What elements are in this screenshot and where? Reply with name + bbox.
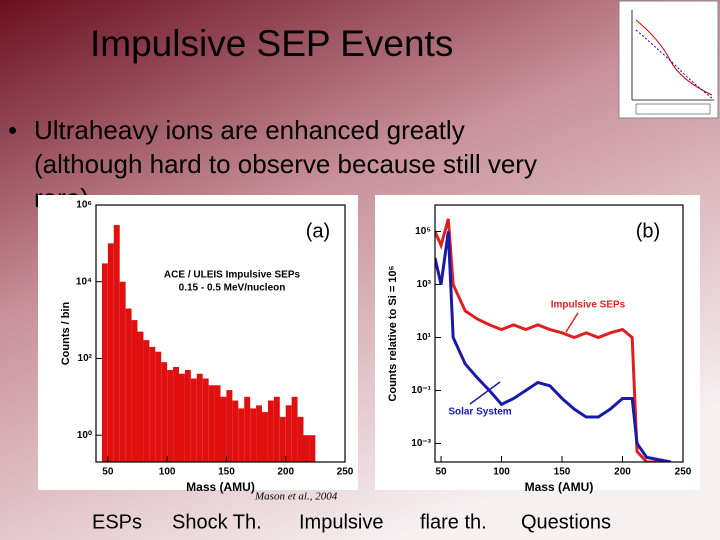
y-axis-label: Counts / bin [60,301,72,365]
y-tick-label: 10⁻¹ [411,385,431,396]
panel-label: (a) [306,220,330,242]
x-tick-label: 100 [493,467,510,478]
y-tick-label: 10³ [417,279,432,290]
bullet-line: Ultraheavy ions are enhanced greatly [34,115,465,145]
histogram-bar [303,435,310,462]
histogram-bar [101,263,108,462]
histogram-bar [155,351,162,462]
x-axis-label: Mass (AMU) [525,480,594,494]
histogram-bar [238,408,245,462]
annotation: ACE / ULEIS Impulsive SEPs [164,270,301,281]
histogram-bar [285,405,292,462]
x-tick-label: 250 [675,467,692,478]
bullet-mark: • [8,115,17,145]
figure-background [375,195,700,490]
title: Impulsive SEP Events [90,23,453,64]
histogram-bar [262,412,268,462]
histogram-bar [173,366,179,462]
y-axis-label: Counts relative to Si = 10⁶ [387,265,399,401]
histogram-bar [107,243,114,462]
panel-label: (b) [636,220,660,242]
histogram-bar [149,346,156,462]
histogram-bar [161,362,168,462]
citation: Mason et al., 2004 [254,491,338,503]
histogram-bar [167,370,174,462]
histogram-bar [267,400,274,462]
histogram-bar [297,416,304,462]
histogram-bar [143,340,150,462]
histogram-bar [291,396,298,462]
histogram-bar [202,378,209,462]
histogram-bar [190,378,197,462]
histogram-bar [179,373,185,462]
histogram-bar [273,396,280,462]
series-label: Solar System [448,407,511,418]
nav-link[interactable]: Shock Th. [172,511,262,533]
histogram-bar [232,400,239,462]
histogram-bar [256,405,262,462]
x-tick-label: 150 [554,467,571,478]
figure: Impulsive SEPs Solar System 50 100 150 200 250… [375,195,700,494]
x-tick-label: 50 [435,467,447,478]
thumbnail [618,0,719,119]
x-tick-label: 50 [102,467,114,478]
annotation-arrow [565,312,579,333]
annotation-arrow [469,381,501,405]
x-tick-label: 250 [337,467,354,478]
series-label: Impulsive SEPs [551,300,626,311]
nav-link[interactable]: Impulsive [299,511,383,533]
histogram-bar [220,396,227,462]
y-tick-label: 10⁵ [415,226,431,237]
histogram-bar [244,396,251,462]
histogram-bar [196,373,203,462]
histogram-bar [309,435,316,462]
nav-link[interactable]: ESPs [92,511,142,533]
histogram-bar [137,331,144,462]
x-tick-label: 200 [277,467,294,478]
bullet-line: (although hard to observe because still … [34,149,537,179]
histogram-bar [125,308,132,462]
plot-frame [434,204,684,463]
x-tick-label: 100 [159,467,176,478]
y-tick-label: 10⁴ [76,276,92,287]
series-line [435,231,672,462]
figure: 50 100 150 200 250 10⁰ 10² 10⁴ 10⁶ Mass (AMU) Coun… [38,195,358,494]
histogram-bar [250,408,257,462]
y-tick-label: 10⁰ [77,430,92,441]
histogram-bar [279,416,286,462]
histogram-bar [226,390,233,462]
x-tick-label: 200 [614,467,631,478]
y-tick-label: 10⁶ [76,200,92,211]
y-tick-label: 10⁻³ [411,438,431,449]
histogram-bar [113,225,120,462]
x-tick-label: 150 [218,467,235,478]
histogram-bar [131,320,138,462]
plot-frame [95,204,346,463]
histogram-bar [214,385,221,462]
histogram-bar [208,385,215,462]
y-tick-label: 10¹ [417,332,432,343]
histogram-bar [119,281,126,462]
y-tick-label: 10² [78,353,93,364]
x-axis-label: Mass (AMU) [186,480,255,494]
nav-link[interactable]: Questions [521,511,611,533]
annotation: 0.15 - 0.5 MeV/nucleon [179,283,286,294]
series-line [435,218,671,462]
histogram-bar [184,370,191,462]
nav-link[interactable]: flare th. [420,511,487,533]
